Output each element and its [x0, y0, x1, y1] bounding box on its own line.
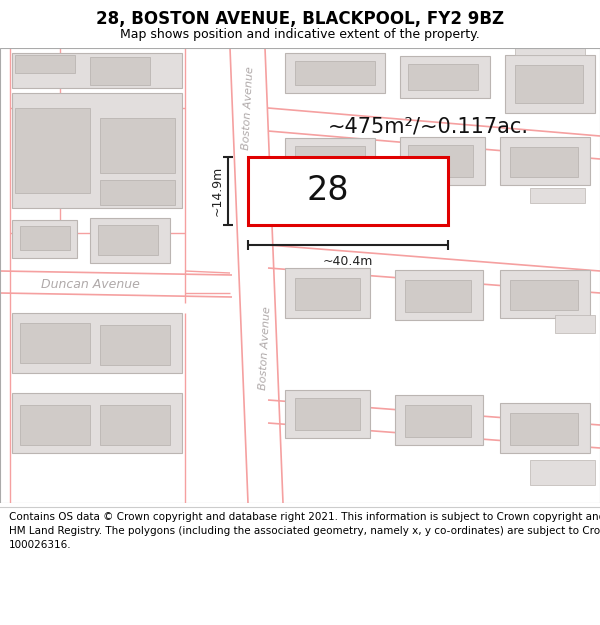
- Bar: [12, 220, 77, 258]
- Bar: [12, 393, 182, 453]
- Bar: [555, 315, 595, 333]
- Bar: [15, 108, 90, 193]
- Bar: [295, 278, 360, 310]
- Bar: [20, 323, 90, 363]
- Text: Contains OS data © Crown copyright and database right 2021. This information is : Contains OS data © Crown copyright and d…: [9, 511, 600, 549]
- Bar: [295, 398, 360, 430]
- Bar: [20, 226, 70, 250]
- Bar: [100, 405, 170, 445]
- Text: ~14.9m: ~14.9m: [211, 166, 224, 216]
- Bar: [405, 280, 471, 312]
- Bar: [400, 56, 490, 98]
- Bar: [530, 188, 585, 203]
- Text: ~475m²/~0.117ac.: ~475m²/~0.117ac.: [328, 117, 529, 137]
- Bar: [515, 65, 583, 103]
- Bar: [90, 57, 150, 85]
- Bar: [12, 53, 182, 88]
- Bar: [515, 47, 585, 55]
- Bar: [285, 268, 370, 318]
- Bar: [408, 145, 473, 177]
- Bar: [20, 405, 90, 445]
- Bar: [90, 218, 170, 263]
- Bar: [510, 280, 578, 310]
- Bar: [395, 270, 483, 320]
- Bar: [285, 390, 370, 438]
- Text: ~40.4m: ~40.4m: [323, 255, 373, 268]
- Bar: [248, 157, 448, 225]
- Bar: [12, 93, 182, 208]
- Bar: [98, 225, 158, 255]
- Bar: [500, 137, 590, 185]
- Bar: [510, 413, 578, 445]
- Text: Boston Avenue: Boston Avenue: [258, 306, 272, 390]
- Text: Boston Avenue: Boston Avenue: [241, 66, 255, 150]
- Bar: [260, 167, 355, 217]
- Bar: [530, 460, 595, 485]
- Bar: [12, 313, 182, 373]
- Text: Duncan Avenue: Duncan Avenue: [41, 279, 139, 291]
- Text: 28: 28: [307, 174, 349, 208]
- Text: 28, BOSTON AVENUE, BLACKPOOL, FY2 9BZ: 28, BOSTON AVENUE, BLACKPOOL, FY2 9BZ: [96, 9, 504, 28]
- Bar: [100, 118, 175, 173]
- Bar: [295, 61, 375, 85]
- Bar: [500, 403, 590, 453]
- Text: Map shows position and indicative extent of the property.: Map shows position and indicative extent…: [120, 28, 480, 41]
- Bar: [285, 138, 375, 188]
- Bar: [285, 53, 385, 93]
- Bar: [15, 55, 75, 73]
- Bar: [500, 270, 590, 318]
- Bar: [405, 405, 471, 437]
- Bar: [100, 325, 170, 365]
- Bar: [505, 55, 595, 113]
- Bar: [295, 146, 365, 180]
- Bar: [395, 395, 483, 445]
- Bar: [510, 147, 578, 177]
- Bar: [100, 180, 175, 205]
- Bar: [400, 137, 485, 185]
- Bar: [408, 64, 478, 90]
